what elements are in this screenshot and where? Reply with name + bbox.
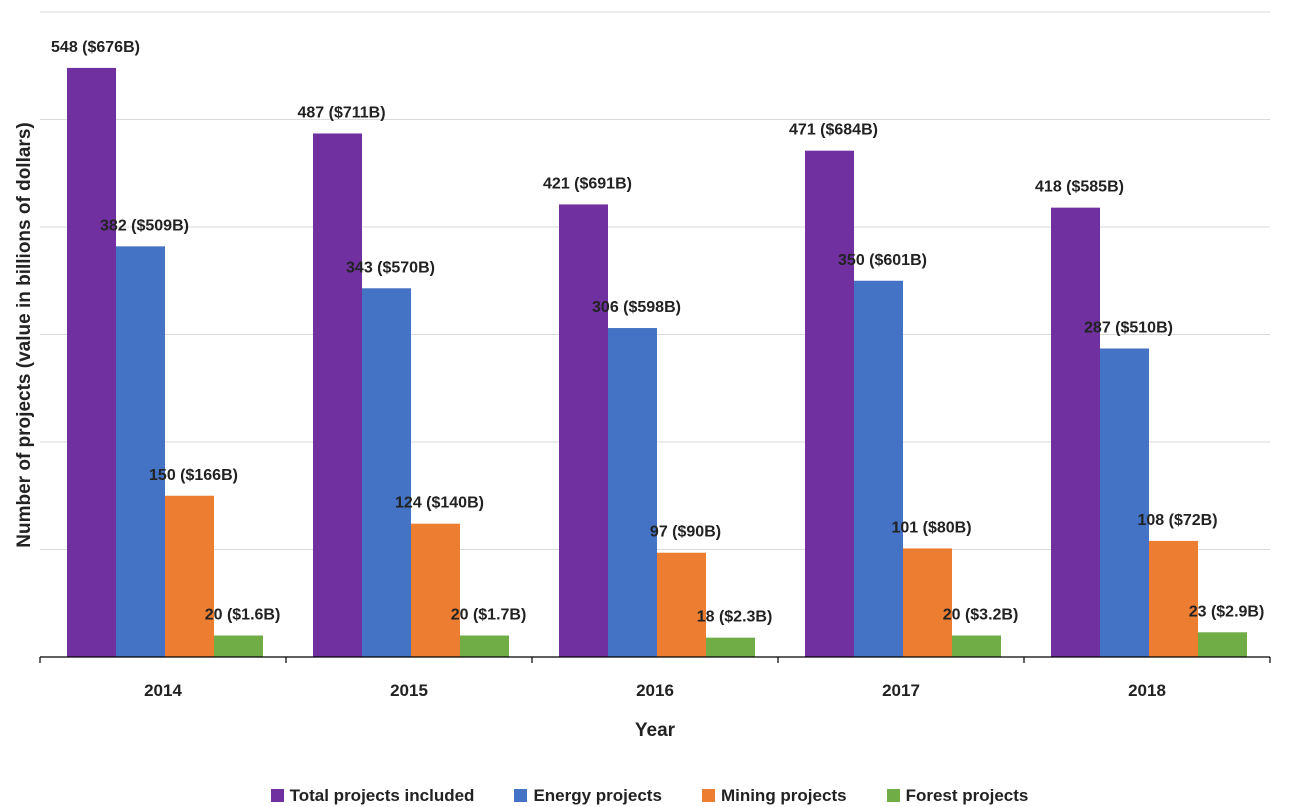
bar: [116, 246, 165, 657]
legend-label: Forest projects: [905, 785, 1029, 805]
legend-swatch: [270, 789, 284, 802]
data-label: 471 ($684B): [789, 122, 878, 139]
legend-item: Mining projects: [701, 785, 847, 806]
y-axis-title: Number of projects (value in billions of…: [14, 122, 35, 547]
bar: [559, 204, 608, 658]
data-label: 418 ($585B): [1035, 179, 1124, 196]
bar: [362, 288, 411, 657]
data-label: 382 ($509B): [100, 217, 189, 234]
bar: [1100, 348, 1149, 657]
data-label: 306 ($598B): [592, 299, 681, 316]
legend-item: Forest projects: [886, 785, 1029, 806]
legend-swatch: [701, 789, 715, 802]
legend-label: Energy projects: [533, 785, 662, 805]
bar: [67, 67, 116, 657]
x-tick-label: 2016: [636, 681, 674, 700]
bar: [1051, 207, 1100, 657]
data-label: 101 ($80B): [891, 519, 971, 536]
data-label: 97 ($90B): [650, 524, 721, 541]
bar: [460, 635, 509, 657]
legend-item: Energy projects: [514, 786, 662, 806]
x-tick-label: 2015: [390, 681, 428, 700]
bar: [903, 548, 952, 657]
legend-item: Total projects included: [270, 785, 475, 806]
bar: [1198, 632, 1247, 657]
bar: [657, 552, 706, 657]
data-label: 23 ($2.9B): [1189, 603, 1265, 620]
bar: [165, 495, 214, 657]
data-label: 487 ($711B): [297, 104, 385, 121]
data-label: 20 ($3.2B): [943, 607, 1019, 624]
bar: [1149, 540, 1198, 657]
bar: [805, 150, 854, 658]
legend-label: Total projects included: [289, 785, 475, 805]
bar: [313, 133, 362, 658]
x-axis-title: Year: [635, 720, 676, 741]
bar: [706, 637, 755, 657]
data-label: 548 ($676B): [51, 39, 140, 56]
bar: [214, 635, 263, 657]
bar: [411, 523, 460, 657]
data-label: 150 ($166B): [149, 467, 238, 484]
data-label: 18 ($2.3B): [697, 609, 773, 626]
data-label: 421 ($691B): [543, 175, 632, 192]
data-labels: 548 ($676B) 487 ($711B) 421 ($691B) 471 ($6…: [51, 39, 1264, 626]
data-label: 343 ($570B): [346, 259, 435, 276]
data-label: 124 ($140B): [395, 495, 484, 512]
bars: [67, 67, 1247, 658]
x-tick-label: 2018: [1128, 681, 1166, 700]
legend: Total projects included Energy projects Mi…: [0, 784, 1299, 807]
legend-swatch: [514, 789, 528, 802]
data-label: 20 ($1.7B): [451, 607, 527, 624]
data-label: 350 ($601B): [838, 252, 927, 269]
legend-swatch: [886, 789, 900, 802]
bar: [952, 635, 1001, 657]
x-axis: 2014 2015 2016 2017 2018: [39, 656, 1271, 700]
data-label: 108 ($72B): [1137, 512, 1217, 529]
x-tick-label: 2017: [882, 681, 920, 700]
bar: [608, 328, 657, 657]
data-label: 287 ($510B): [1084, 319, 1173, 336]
bar: [854, 280, 903, 657]
data-label: 20 ($1.6B): [205, 607, 281, 624]
legend-label: Mining projects: [720, 785, 847, 805]
x-tick-label: 2014: [144, 681, 182, 700]
